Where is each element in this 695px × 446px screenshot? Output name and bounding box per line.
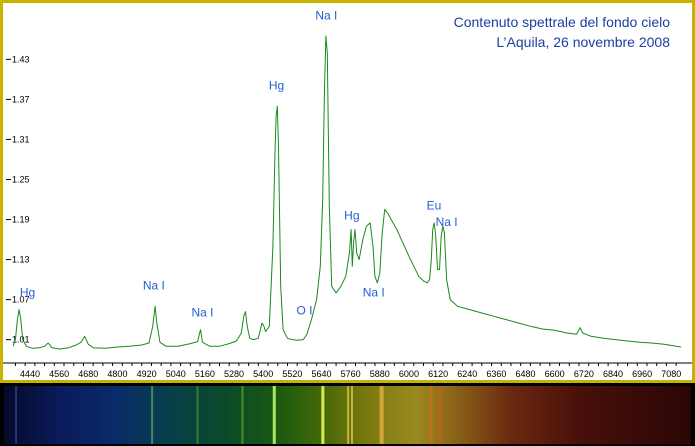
y-tick-label: 1.25 — [12, 174, 30, 184]
spectrum-line — [15, 386, 18, 444]
chart-frame: 1.01 1.07 1.13 1.19 1.25 1.31 1.37 1.43 4440 456… — [0, 0, 695, 383]
spectrum-lines — [15, 386, 442, 444]
y-tick-label: 1.43 — [12, 54, 30, 64]
x-tick-label: 5040 — [166, 369, 186, 379]
y-tick-label: 1.31 — [12, 134, 30, 144]
x-tick-label: 5760 — [341, 369, 361, 379]
series-line — [12, 35, 682, 350]
y-tick-label: 1.07 — [12, 295, 30, 305]
spectrum-line — [321, 386, 325, 444]
line-annotation: Hg — [269, 78, 284, 92]
x-tick-label: 5280 — [224, 369, 244, 379]
x-tick-label: 6480 — [516, 369, 536, 379]
y-tick-label: 1.13 — [12, 255, 30, 265]
x-tick-label: 4800 — [107, 369, 127, 379]
line-annotation: O I — [296, 303, 312, 317]
x-tick-label: 6960 — [632, 369, 652, 379]
spectrum-line — [429, 386, 433, 444]
y-tick-label: 1.37 — [12, 94, 30, 104]
line-annotation: Na I — [363, 285, 385, 299]
annotation-layer: Hg Na I Na I Hg O I Na I Hg Na I Eu Na I — [20, 8, 458, 319]
spectrum-line — [151, 386, 154, 444]
x-tick-label: 4560 — [49, 369, 69, 379]
x-tick-label: 5880 — [370, 369, 390, 379]
x-tick-label: 6120 — [428, 369, 448, 379]
x-tick-label: 4680 — [78, 369, 98, 379]
spectrum-line — [379, 386, 384, 444]
spectrum-line — [347, 386, 350, 444]
x-tick-label: 6240 — [457, 369, 477, 379]
x-tick-label: 6840 — [603, 369, 623, 379]
y-axis: 1.01 1.07 1.13 1.19 1.25 1.31 1.37 1.43 — [6, 54, 30, 345]
line-annotation: Hg — [344, 209, 359, 223]
x-tick-label: 4440 — [20, 369, 40, 379]
series-layer — [12, 35, 682, 350]
x-tick-label: 5520 — [282, 369, 302, 379]
spectrum-line — [196, 386, 199, 444]
x-tick-label: 6600 — [545, 369, 565, 379]
line-annotation: Na I — [315, 8, 337, 22]
x-tick-label: 5160 — [195, 369, 215, 379]
x-tick-label: 7080 — [661, 369, 681, 379]
line-annotation: Na I — [143, 279, 165, 293]
x-tick-label: 4920 — [137, 369, 157, 379]
spectrum-line — [272, 386, 276, 444]
x-tick-label: 6720 — [574, 369, 594, 379]
x-axis: 4440 4560 4680 4800 4920 5040 5160 5280 5400 5520… — [3, 362, 692, 379]
spectrum-line — [351, 386, 354, 444]
color-spectrum-strip — [4, 386, 691, 444]
chart-title-line-1: Contenuto spettrale del fondo cielo — [454, 14, 671, 30]
spectrum-line — [438, 386, 442, 444]
spectrum-line — [241, 386, 244, 444]
chart-title-line-2: L’Aquila, 26 novembre 2008 — [496, 34, 670, 50]
y-tick-label: 1.01 — [12, 335, 30, 345]
x-tick-label: 5640 — [311, 369, 331, 379]
line-annotation: Eu — [427, 199, 442, 213]
x-tick-label: 6000 — [399, 369, 419, 379]
y-tick-label: 1.19 — [12, 215, 30, 225]
line-annotation: Hg — [20, 285, 35, 299]
line-annotation: Na I — [436, 215, 458, 229]
line-annotation: Na I — [191, 305, 213, 319]
x-tick-label: 6360 — [486, 369, 506, 379]
x-tick-label: 5400 — [253, 369, 273, 379]
plot-area — [3, 3, 692, 380]
spectrum-chart: 1.01 1.07 1.13 1.19 1.25 1.31 1.37 1.43 4440 456… — [3, 3, 692, 380]
